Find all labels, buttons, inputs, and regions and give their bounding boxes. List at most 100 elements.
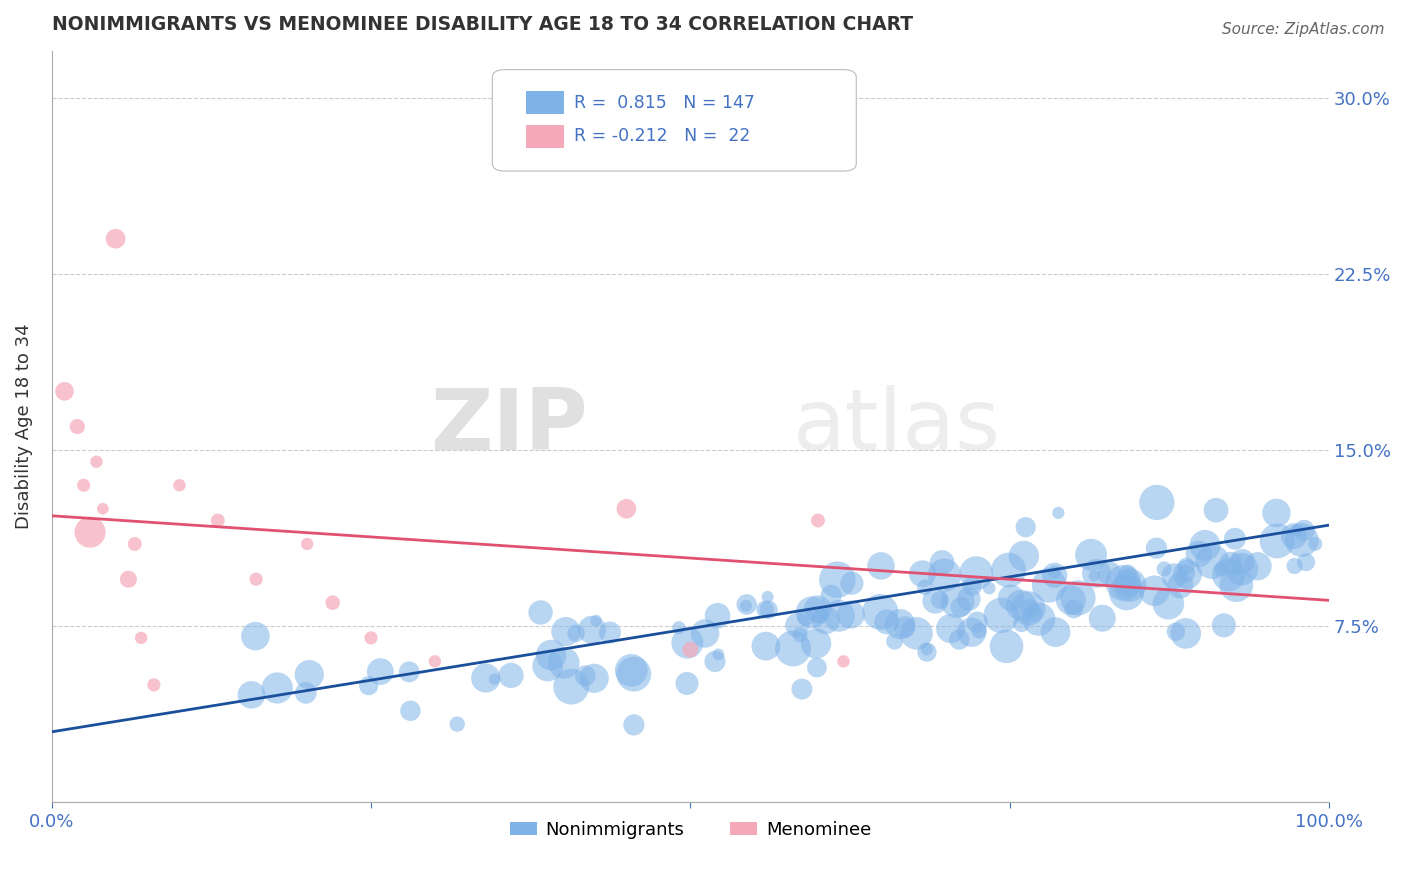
Point <box>53 384 76 399</box>
Point <box>915 642 938 657</box>
Point <box>1045 625 1067 640</box>
Point <box>1098 566 1121 581</box>
Point <box>1188 547 1211 561</box>
Point <box>839 607 862 622</box>
Point <box>1174 626 1197 640</box>
Point <box>1043 568 1066 582</box>
Point <box>1295 555 1317 569</box>
Point <box>928 593 950 607</box>
Point <box>979 581 1001 595</box>
Point <box>790 681 813 696</box>
Point <box>1157 597 1180 611</box>
Point <box>704 655 727 669</box>
Point <box>86 455 108 469</box>
Point <box>706 608 728 623</box>
Point <box>1146 495 1168 509</box>
Point <box>169 478 191 492</box>
Point <box>1118 578 1140 592</box>
Point <box>1232 554 1254 568</box>
Point <box>808 609 831 624</box>
Point <box>616 501 638 516</box>
Point <box>1153 562 1175 576</box>
Point <box>322 596 344 610</box>
Point <box>754 602 776 616</box>
Point <box>893 620 915 634</box>
Point <box>1080 548 1102 562</box>
Text: Source: ZipAtlas.com: Source: ZipAtlas.com <box>1222 22 1385 37</box>
Point <box>807 602 830 616</box>
Point <box>1067 591 1090 605</box>
Point <box>1225 578 1247 592</box>
Y-axis label: Disability Age 18 to 34: Disability Age 18 to 34 <box>15 324 32 529</box>
Point <box>997 563 1019 577</box>
Point <box>841 576 863 591</box>
Point <box>1116 566 1139 581</box>
Point <box>905 626 928 640</box>
Point <box>66 419 89 434</box>
Text: ZIP: ZIP <box>430 385 588 468</box>
Point <box>540 648 562 662</box>
Point <box>679 642 702 657</box>
Point <box>1000 591 1022 605</box>
Point <box>828 608 851 623</box>
Point <box>1177 567 1199 582</box>
Point <box>423 654 446 668</box>
Point <box>537 659 560 673</box>
Point <box>1265 506 1288 520</box>
Point <box>870 558 893 573</box>
Text: R =  0.815   N = 147: R = 0.815 N = 147 <box>574 94 755 112</box>
Point <box>1230 562 1253 576</box>
Point <box>574 669 596 683</box>
Point <box>266 681 288 695</box>
Point <box>581 623 603 637</box>
Point <box>1012 549 1035 563</box>
Point <box>883 634 905 648</box>
Point <box>1175 559 1198 574</box>
Point <box>360 631 382 645</box>
Point <box>295 537 318 551</box>
Point <box>934 568 956 582</box>
Point <box>1047 506 1070 520</box>
Point <box>398 665 420 679</box>
Point <box>889 617 911 632</box>
Point <box>142 678 165 692</box>
Point <box>804 636 827 650</box>
Point <box>620 664 643 678</box>
FancyBboxPatch shape <box>492 70 856 171</box>
Point <box>1265 533 1288 548</box>
Point <box>735 598 758 612</box>
Point <box>1303 537 1326 551</box>
Point <box>474 671 496 685</box>
Point <box>560 680 582 694</box>
Point <box>1246 559 1268 574</box>
Point <box>1284 559 1306 574</box>
Point <box>960 625 983 640</box>
Point <box>599 625 621 640</box>
Point <box>789 628 811 642</box>
Point <box>1028 612 1050 626</box>
Point <box>484 672 506 686</box>
Point <box>91 501 114 516</box>
Point <box>914 580 936 594</box>
Point <box>1218 567 1240 582</box>
Point <box>735 599 758 613</box>
Point <box>1291 533 1313 547</box>
Point <box>1116 577 1139 591</box>
Point <box>1060 593 1083 607</box>
Point <box>446 717 468 731</box>
Point <box>1211 562 1233 576</box>
Point <box>1015 520 1038 534</box>
Point <box>967 624 990 638</box>
Point <box>995 640 1018 654</box>
Point <box>554 624 576 639</box>
Point <box>948 632 970 647</box>
Point <box>949 599 972 614</box>
Point <box>553 656 575 670</box>
Point <box>117 572 139 586</box>
Point <box>1223 532 1246 546</box>
Point <box>1010 598 1032 612</box>
Legend: Nonimmigrants, Menominee: Nonimmigrants, Menominee <box>502 814 879 846</box>
Point <box>1112 575 1135 590</box>
Point <box>245 572 267 586</box>
FancyBboxPatch shape <box>526 125 564 148</box>
